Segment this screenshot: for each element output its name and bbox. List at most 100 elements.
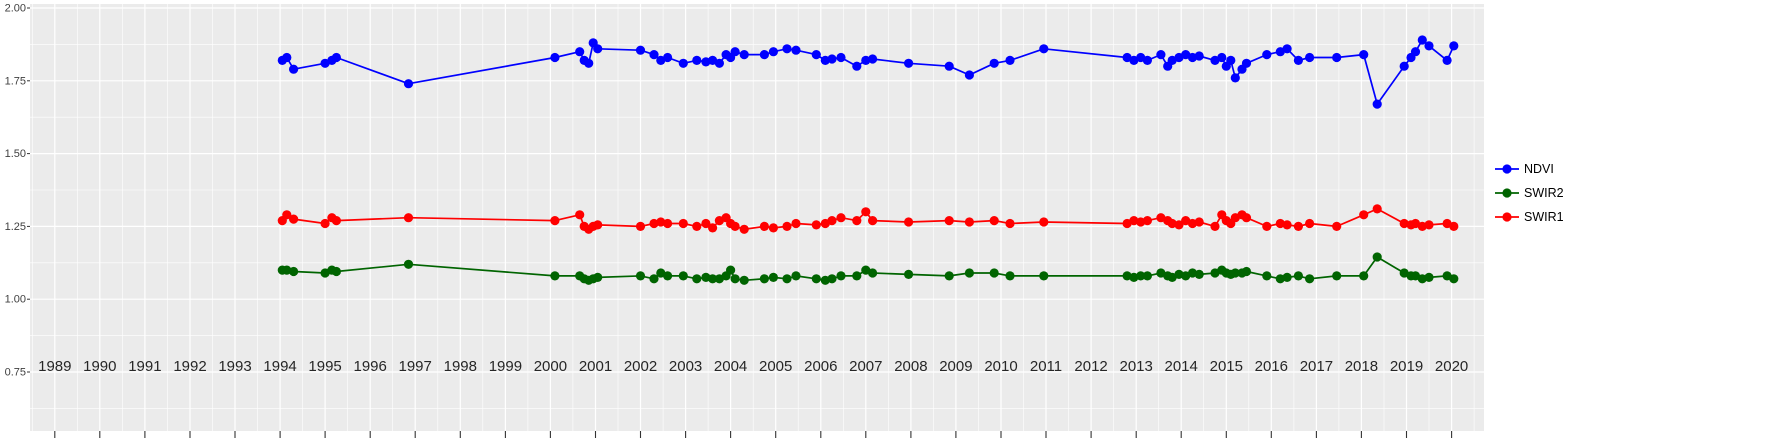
legend-label-swir1: SWIR1 (1524, 210, 1564, 224)
data-point-swir1 (1372, 204, 1382, 214)
data-point-swir1 (861, 207, 871, 217)
x-axis-label: 2020 (1435, 358, 1468, 375)
data-point-swir1 (730, 221, 740, 231)
data-point-ndvi (852, 61, 862, 71)
data-point-ndvi (827, 54, 837, 64)
data-point-swir2 (852, 271, 862, 281)
data-point-swir1 (782, 221, 792, 231)
data-point-swir1 (1210, 221, 1220, 231)
data-point-ndvi (1305, 52, 1315, 63)
data-point-ndvi (331, 52, 341, 63)
data-point-swir1 (868, 216, 878, 226)
data-point-ndvi (1217, 52, 1227, 63)
x-axis-label: 2009 (939, 358, 972, 375)
data-point-ndvi (759, 50, 770, 60)
x-axis-label: 2002 (624, 358, 657, 375)
data-point-swir1 (635, 221, 646, 231)
data-point-swir1 (289, 214, 299, 224)
data-point-swir2 (692, 274, 702, 284)
data-point-swir2 (944, 271, 954, 281)
data-point-ndvi (1241, 58, 1252, 68)
x-axis-label: 1998 (444, 358, 477, 375)
x-axis-label: 2011 (1030, 358, 1062, 375)
x-axis-label: 1990 (83, 358, 116, 375)
data-point-swir2 (1194, 269, 1204, 279)
legend-item-ndvi: NDVI (1494, 160, 1564, 178)
data-point-ndvi (1142, 55, 1152, 65)
data-point-swir1 (575, 210, 585, 220)
data-point-swir1 (1262, 221, 1272, 231)
legend-label-swir2: SWIR2 (1524, 186, 1564, 200)
x-axis-label: 1992 (173, 358, 206, 375)
data-point-swir2 (868, 268, 878, 278)
data-point-ndvi (964, 70, 975, 80)
data-point-ndvi (739, 50, 749, 60)
legend-label-ndvi: NDVI (1524, 162, 1554, 176)
data-point-swir2 (1282, 272, 1292, 282)
data-point-swir2 (403, 259, 414, 269)
data-point-ndvi (1417, 35, 1427, 45)
data-point-ndvi (1282, 44, 1292, 54)
data-point-ndvi (791, 45, 801, 55)
data-point-swir2 (964, 268, 975, 278)
data-point-swir1 (403, 213, 414, 223)
data-point-swir2 (904, 269, 914, 279)
data-point-swir1 (811, 220, 821, 230)
data-point-swir2 (1424, 272, 1434, 282)
data-point-ndvi (635, 45, 646, 55)
data-point-ndvi (575, 47, 585, 57)
data-point-swir1 (678, 218, 688, 229)
data-point-ndvi (550, 52, 560, 63)
data-point-swir2 (708, 274, 718, 284)
data-point-ndvi (678, 58, 688, 68)
data-point-swir2 (593, 272, 603, 282)
data-point-ndvi (836, 52, 846, 63)
data-point-swir1 (1449, 221, 1459, 231)
data-point-swir1 (989, 216, 999, 226)
data-point-swir1 (1194, 217, 1204, 227)
data-point-swir2 (1039, 271, 1049, 281)
data-point-swir1 (827, 216, 837, 226)
data-point-swir2 (791, 271, 801, 281)
data-point-swir2 (1332, 271, 1342, 281)
data-point-swir2 (635, 271, 646, 281)
x-axis-label: 2008 (894, 358, 927, 375)
data-point-ndvi (1449, 41, 1459, 51)
x-axis-label: 2005 (759, 358, 792, 375)
data-point-ndvi (1293, 55, 1303, 65)
data-point-ndvi (692, 55, 702, 65)
data-point-swir1 (852, 216, 862, 226)
swir1-point-line-icon (1494, 208, 1520, 226)
data-point-swir1 (1039, 217, 1049, 227)
data-point-ndvi (1226, 55, 1236, 65)
data-point-swir1 (1332, 221, 1342, 231)
data-point-swir1 (1005, 218, 1015, 229)
data-point-swir2 (726, 265, 736, 275)
data-point-swir1 (320, 218, 330, 229)
x-axis-label: 2019 (1390, 358, 1423, 375)
data-point-swir2 (1136, 271, 1146, 281)
x-axis-label: 2003 (669, 358, 702, 375)
data-point-swir1 (836, 213, 846, 223)
data-point-ndvi (649, 50, 659, 60)
y-axis-label: 1.50 (5, 148, 26, 160)
x-axis-label: 1993 (218, 358, 251, 375)
data-point-swir1 (768, 223, 779, 233)
data-point-ndvi (904, 58, 914, 68)
x-axis-label: 2015 (1210, 358, 1243, 375)
data-point-ndvi (1372, 99, 1382, 109)
data-point-swir2 (550, 271, 560, 281)
x-axis-label: 1999 (489, 358, 522, 375)
x-axis-label: 1995 (308, 358, 341, 375)
data-point-ndvi (584, 58, 594, 68)
data-point-swir2 (739, 275, 749, 285)
data-point-ndvi (663, 52, 673, 63)
data-point-swir2 (1372, 252, 1382, 262)
data-point-ndvi (989, 58, 999, 68)
swir2-point-line-icon (1494, 184, 1520, 202)
data-point-ndvi (593, 44, 603, 54)
data-point-swir2 (1359, 271, 1369, 281)
data-point-ndvi (1039, 44, 1049, 54)
